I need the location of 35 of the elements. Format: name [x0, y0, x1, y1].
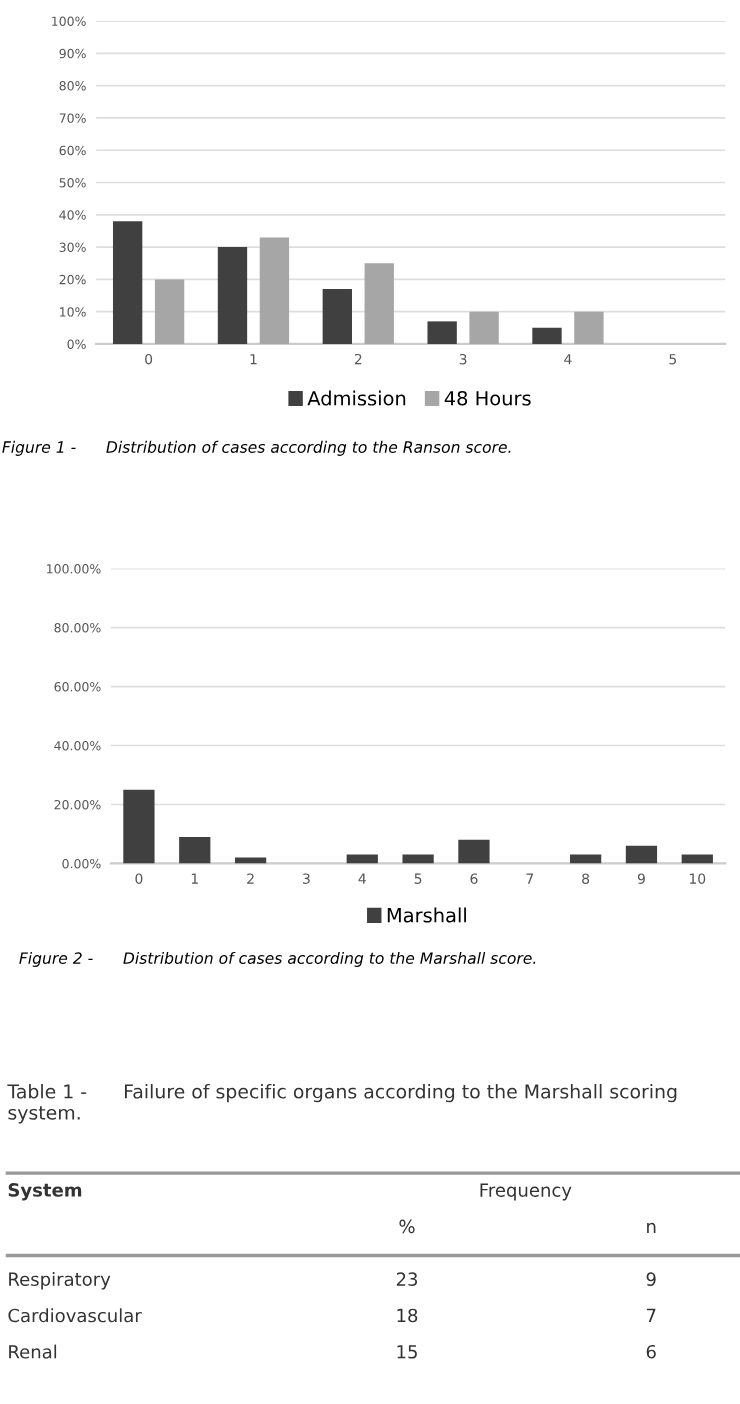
- bar: [259, 237, 290, 344]
- bar: [123, 789, 155, 864]
- bar: [179, 836, 211, 864]
- text: System: [8, 1183, 82, 1201]
- bar: [402, 854, 434, 864]
- bar: [532, 327, 562, 344]
- text: Table 1 - Failure of specific organs according to the Marshall scoring system.: [7, 1083, 677, 1124]
- data-label: 9: [646, 1272, 656, 1286]
- legend-label: Marshall: [387, 907, 466, 923]
- legend-label: 48 Hours: [444, 390, 531, 406]
- category-label: Cardiovascular: [8, 1308, 142, 1323]
- bar: [427, 321, 457, 344]
- bar: [574, 311, 604, 344]
- bar: [569, 854, 602, 864]
- category-label: Respiratory: [9, 1272, 111, 1290]
- text: n: [647, 1222, 656, 1233]
- bar: [469, 311, 499, 344]
- data-label: 7: [646, 1308, 656, 1323]
- bar: [112, 221, 143, 344]
- bar: [322, 289, 352, 344]
- legend-label: Admission: [307, 390, 406, 406]
- data-label: 23: [396, 1272, 418, 1286]
- bar: [154, 279, 185, 344]
- bar: [625, 845, 658, 864]
- data-label: 18: [397, 1308, 418, 1323]
- bar: [681, 854, 713, 864]
- text: %: [399, 1219, 415, 1234]
- legend-title: Frequency: [480, 1183, 572, 1201]
- bar: [346, 854, 378, 864]
- bar: [458, 839, 490, 864]
- bar: [217, 247, 248, 344]
- category-label: Renal: [9, 1344, 57, 1359]
- bar: [364, 263, 394, 344]
- data-label: 15: [397, 1345, 417, 1359]
- data-label: 6: [646, 1344, 656, 1359]
